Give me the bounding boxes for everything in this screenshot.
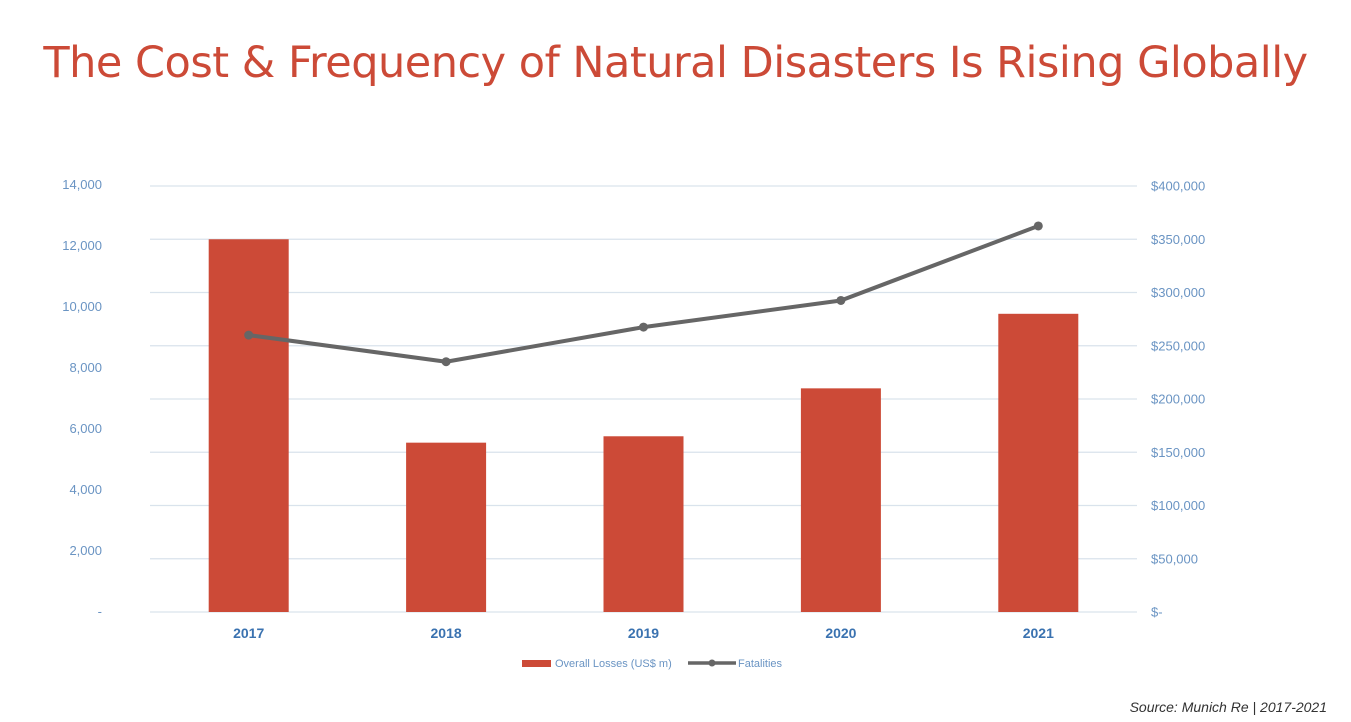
fatalities-point-2018	[441, 357, 451, 367]
right-tick-label: $200,000	[1151, 392, 1205, 407]
fatalities-line	[246, 223, 1041, 364]
right-tick-label: $150,000	[1151, 445, 1205, 460]
x-tick-label: 2019	[628, 625, 659, 641]
left-tick-label: 14,000	[62, 177, 102, 192]
x-tick-label: 2020	[825, 625, 856, 641]
combo-chart: -2,0004,0006,0008,00010,00012,00014,000 …	[62, 177, 1205, 670]
fatalities-point-2019	[639, 322, 648, 332]
x-tick-label: 2017	[233, 625, 264, 641]
legend-bar-swatch	[522, 660, 551, 667]
x-axis: 2017 2018 2019 2020 2021	[233, 625, 1054, 641]
left-tick-label: 6,000	[69, 421, 102, 436]
right-tick-label: $100,000	[1151, 498, 1205, 513]
right-tick-label: $250,000	[1151, 338, 1205, 353]
source-note: Source: Munich Re | 2017-2021	[1129, 699, 1327, 715]
bars	[208, 239, 1079, 612]
left-tick-label: 8,000	[69, 360, 102, 375]
right-axis: $- $50,000 $100,000 $150,000 $200,000 $250,00…	[1151, 179, 1205, 620]
left-axis: - 2,000 4,000 6,000 8,000 10,000 12,000 14,000	[62, 177, 102, 619]
right-tick-label: $400,000	[1151, 179, 1205, 194]
bar-2019	[603, 436, 684, 612]
right-tick-label: $300,000	[1151, 285, 1205, 300]
bar-2017	[208, 239, 289, 612]
right-tick-label: $50,000	[1151, 551, 1198, 566]
chart-title: The Cost & Frequency of Natural Disaster…	[43, 38, 1308, 88]
legend-line-label: Fatalities	[738, 658, 783, 670]
legend-line-marker	[708, 659, 716, 667]
right-tick-label: $-	[1151, 605, 1163, 620]
fatalities-point-2017	[244, 330, 254, 340]
fatalities-line-layer	[244, 221, 1043, 367]
left-tick-label: -	[98, 604, 102, 619]
legend-bar-label: Overall Losses (US$ m)	[555, 658, 672, 670]
left-tick-label: 10,000	[62, 299, 102, 314]
x-tick-label: 2018	[431, 625, 462, 641]
x-tick-label: 2021	[1023, 625, 1054, 641]
bar-2021	[998, 313, 1079, 612]
bar-2020	[800, 388, 881, 612]
fatalities-point-2021	[1033, 221, 1043, 231]
right-tick-label: $350,000	[1151, 232, 1205, 247]
bar-2018	[406, 442, 487, 612]
fatalities-point-2020	[836, 295, 846, 305]
left-tick-label: 2,000	[69, 543, 102, 558]
left-tick-label: 12,000	[62, 238, 102, 253]
left-tick-label: 4,000	[69, 482, 102, 497]
legend: Overall Losses (US$ m) Fatalities	[522, 658, 783, 670]
